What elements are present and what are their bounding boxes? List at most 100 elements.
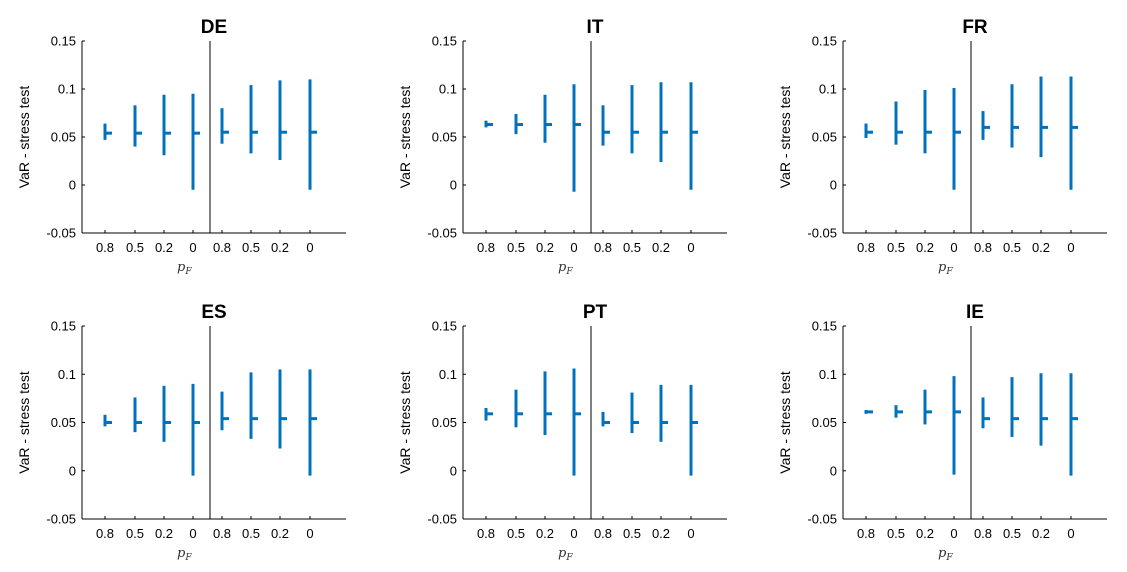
x-tick-label: 0.8	[974, 526, 992, 541]
x-tick-label: 0.2	[916, 240, 934, 255]
y-tick-label: 0.15	[51, 34, 76, 49]
y-tick-label: 0.05	[812, 130, 837, 145]
x-tick-label: 0.2	[536, 240, 554, 255]
panel-it: IT 0.15 0.1 0.05 0 -0.05 VaR - stress test 0.8 0…	[397, 17, 727, 277]
y-tick-label: 0	[450, 463, 457, 478]
panel-title: DE	[201, 17, 227, 38]
y-tick-label: 0.15	[812, 319, 837, 334]
y-tick-label: 0.05	[812, 415, 837, 430]
y-tick-label: 0.15	[432, 319, 457, 334]
x-tick-label: 0.8	[213, 526, 231, 541]
x-tick-label: 0	[189, 240, 196, 255]
x-tick-label: 0.8	[594, 240, 612, 255]
x-tick-label: 0.2	[155, 240, 173, 255]
x-tick-label: 0.8	[213, 240, 231, 255]
x-tick-label: 0.2	[536, 526, 554, 541]
x-tick-label: 0.2	[652, 240, 670, 255]
x-tick-label: 0.5	[623, 526, 641, 541]
y-tick-label: 0.05	[51, 130, 76, 145]
y-axis-label: VaR - stress test	[777, 371, 793, 474]
x-tick-label: 0.2	[1032, 526, 1050, 541]
x-tick-label: 0.5	[1003, 526, 1021, 541]
y-tick-label: 0.15	[432, 34, 457, 49]
y-tick-label: 0.1	[58, 367, 76, 382]
x-tick-label: 0.5	[242, 240, 260, 255]
y-tick-label: 0	[69, 178, 76, 193]
y-axis-label: VaR - stress test	[777, 86, 793, 189]
y-tick-label: -0.05	[427, 226, 457, 241]
x-tick-label: 0	[1067, 240, 1074, 255]
x-axis-label: pF	[938, 546, 953, 563]
panel-pt: PT 0.15 0.1 0.05 0 -0.05 VaR - stress test 0.8 0…	[397, 302, 727, 563]
x-tick-label: 0	[306, 526, 313, 541]
x-tick-label: 0.5	[507, 526, 525, 541]
panel-title: IE	[966, 302, 984, 323]
x-axis-label: pF	[177, 260, 192, 277]
y-axis-label: VaR - stress test	[397, 86, 413, 189]
x-tick-label: 0	[950, 526, 957, 541]
y-tick-label: 0.1	[819, 82, 837, 97]
x-tick-label: 0	[687, 526, 694, 541]
x-tick-label: 0.8	[594, 526, 612, 541]
x-axis-label: pF	[938, 260, 953, 277]
x-tick-label: 0	[687, 240, 694, 255]
y-tick-label: -0.05	[427, 512, 457, 527]
x-tick-label: 0	[189, 526, 196, 541]
x-tick-label: 0.8	[974, 240, 992, 255]
x-tick-label: 0.2	[271, 526, 289, 541]
x-tick-label: 0.2	[155, 526, 173, 541]
y-tick-label: 0.1	[439, 367, 457, 382]
x-tick-label: 0.2	[652, 526, 670, 541]
x-tick-label: 0.8	[857, 240, 875, 255]
y-tick-label: 0.1	[58, 82, 76, 97]
x-tick-label: 0.2	[271, 240, 289, 255]
y-tick-label: 0.1	[439, 82, 457, 97]
x-tick-label: 0.8	[477, 240, 495, 255]
x-tick-label: 0	[950, 240, 957, 255]
y-tick-label: 0.15	[812, 34, 837, 49]
x-tick-label: 0.8	[477, 526, 495, 541]
y-axis-label: VaR - stress test	[16, 86, 32, 189]
x-tick-label: 0.8	[857, 526, 875, 541]
x-tick-label: 0.5	[126, 240, 144, 255]
y-tick-label: 0.15	[51, 319, 76, 334]
y-tick-label: 0	[830, 463, 837, 478]
panel-de: DE 0.15 0.1 0.05 0 -0.05 VaR - stress test 0.8 0…	[16, 17, 346, 277]
x-axis-label: pF	[177, 546, 192, 563]
panel-es: ES 0.15 0.1 0.05 0 -0.05 VaR - stress test 0.8 0…	[16, 302, 346, 563]
y-tick-label: 0	[450, 178, 457, 193]
x-tick-label: 0.5	[887, 240, 905, 255]
panel-title: IT	[587, 17, 604, 38]
x-tick-label: 0.5	[126, 526, 144, 541]
y-tick-label: -0.05	[46, 226, 76, 241]
panel-title: FR	[962, 17, 988, 38]
x-tick-label: 0.2	[1032, 240, 1050, 255]
panel-ie: IE 0.15 0.1 0.05 0 -0.05 VaR - stress test 0.8 0…	[777, 302, 1107, 563]
x-tick-label: 0.8	[96, 240, 114, 255]
x-axis-label: pF	[558, 260, 573, 277]
x-tick-label: 0.5	[623, 240, 641, 255]
y-tick-label: -0.05	[46, 512, 76, 527]
y-tick-label: 0.05	[432, 130, 457, 145]
y-tick-label: -0.05	[807, 512, 837, 527]
y-tick-label: 0.05	[432, 415, 457, 430]
x-tick-label: 0.5	[242, 526, 260, 541]
x-tick-label: 0	[306, 240, 313, 255]
x-tick-label: 0	[570, 526, 577, 541]
panel-fr: FR 0.15 0.1 0.05 0 -0.05 VaR - stress test 0.8 0…	[777, 17, 1107, 277]
y-tick-label: 0.05	[51, 415, 76, 430]
y-axis-label: VaR - stress test	[16, 371, 32, 474]
y-tick-label: -0.05	[807, 226, 837, 241]
x-tick-label: 0.5	[507, 240, 525, 255]
x-tick-label: 0.5	[1003, 240, 1021, 255]
y-tick-label: 0	[69, 463, 76, 478]
x-tick-label: 0	[570, 240, 577, 255]
x-tick-label: 0.8	[96, 526, 114, 541]
x-tick-label: 0	[1067, 526, 1074, 541]
x-tick-label: 0.5	[887, 526, 905, 541]
y-tick-label: 0.1	[819, 367, 837, 382]
panel-title: ES	[201, 302, 226, 323]
y-axis-label: VaR - stress test	[397, 371, 413, 474]
x-tick-label: 0.2	[916, 526, 934, 541]
